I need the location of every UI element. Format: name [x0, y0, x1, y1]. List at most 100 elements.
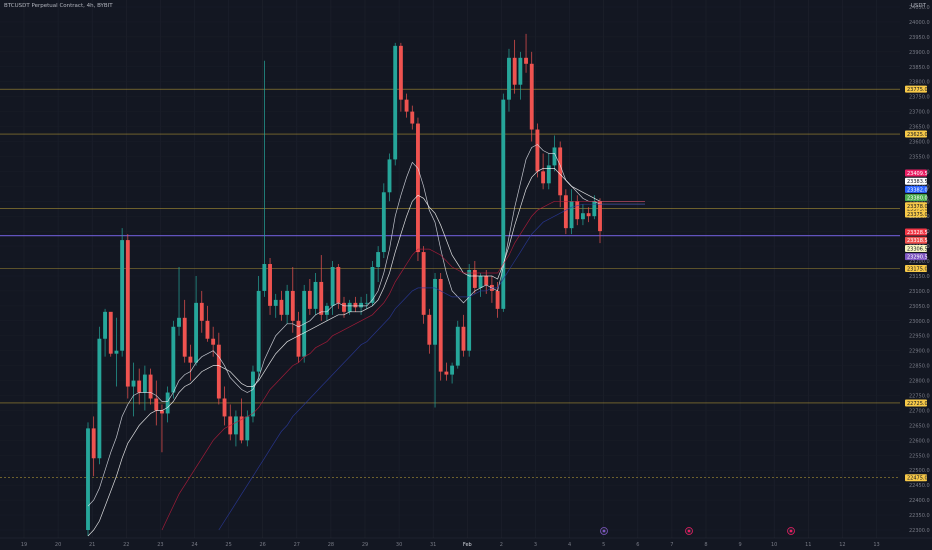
- candle-body: [256, 290, 261, 372]
- candle-body: [364, 302, 369, 304]
- candle: [103, 308, 108, 357]
- candle-body: [165, 392, 170, 414]
- currency-label: USDT: [910, 3, 926, 9]
- candle-body: [416, 123, 420, 253]
- price-tick-label: 23750.0: [909, 95, 930, 101]
- candle-body: [262, 264, 267, 291]
- candle-body: [319, 281, 324, 315]
- indicator-price-label: 23378.0: [907, 204, 928, 210]
- candle-body: [501, 99, 506, 309]
- time-tick-label: Feb: [463, 542, 472, 548]
- price-tick-label: 22500.0: [909, 468, 930, 474]
- candle-body: [313, 281, 318, 309]
- candle: [91, 416, 96, 477]
- candle-body: [359, 302, 364, 308]
- indicator-price-label: 23383.5: [907, 179, 928, 185]
- level-price-badge: [905, 399, 927, 407]
- candle-body: [467, 269, 472, 351]
- indicator-price-badge: [905, 177, 927, 185]
- candle-body: [171, 326, 176, 393]
- candle: [433, 272, 437, 408]
- candle: [387, 153, 392, 202]
- candle-body: [444, 371, 449, 375]
- candle-body: [433, 278, 437, 345]
- level-price-label: 23625.0: [907, 132, 928, 138]
- candle-body: [268, 264, 272, 306]
- candle: [313, 272, 318, 315]
- time-tick-label: 7: [670, 542, 673, 548]
- time-tick-label: 9: [739, 542, 742, 548]
- candle-body: [569, 201, 574, 229]
- candle-body: [137, 380, 142, 393]
- candle-body: [279, 299, 284, 315]
- time-tick-label: 6: [636, 542, 639, 548]
- price-tick-label: 23700.0: [909, 110, 930, 116]
- candle-body: [86, 428, 90, 530]
- time-tick-label: 5: [602, 542, 605, 548]
- candle: [142, 365, 147, 411]
- candle-body: [245, 416, 250, 441]
- candle: [319, 255, 324, 321]
- candle: [410, 105, 415, 130]
- candle: [188, 344, 193, 381]
- time-tick-label: 26: [260, 542, 266, 548]
- time-tick-label: 3: [534, 542, 537, 548]
- candle: [137, 368, 142, 405]
- moving-average-line: [87, 168, 645, 537]
- level-price-badge: [905, 130, 927, 138]
- candle: [233, 410, 238, 447]
- moving-average-line: [87, 144, 645, 507]
- candle: [125, 234, 130, 399]
- time-tick-label: 19: [21, 542, 27, 548]
- price-tick-label: 23950.0: [909, 35, 930, 41]
- level-lines: [0, 88, 900, 479]
- candle-body: [438, 278, 443, 372]
- candle-body: [484, 275, 489, 285]
- candle-body: [154, 398, 159, 411]
- candle-body: [114, 350, 119, 354]
- candle-body: [529, 63, 534, 130]
- time-tick-label: 31: [430, 542, 436, 548]
- candle-body: [285, 290, 290, 315]
- candle: [501, 93, 506, 312]
- candle: [239, 398, 244, 444]
- candle-body: [120, 240, 125, 351]
- symbol-title[interactable]: BTCUSDT Perpetual Contract, 4h, BYBIT: [4, 3, 113, 9]
- time-tick-label: 8: [704, 542, 707, 548]
- time-tick-label: 30: [396, 542, 402, 548]
- candle-body: [455, 326, 460, 366]
- time-tick-label: 23: [157, 542, 163, 548]
- economic-event-icon-dot: [687, 529, 691, 533]
- candle-body: [307, 290, 312, 309]
- time-tick-label: 27: [294, 542, 300, 548]
- candle-body: [598, 201, 602, 232]
- level-price-label: 23375.0: [907, 207, 928, 213]
- candle: [165, 386, 170, 423]
- candle-body: [427, 314, 432, 345]
- indicator-price-badge: [905, 169, 927, 177]
- candle: [472, 261, 477, 294]
- candle-body: [91, 428, 96, 459]
- candle: [575, 195, 580, 226]
- candle-body: [142, 374, 147, 393]
- price-tick-label: 23800.0: [909, 80, 930, 86]
- indicator-price-label: 23306.5: [907, 246, 928, 252]
- price-tick-label: 23900.0: [909, 50, 930, 56]
- price-tick-label: 23850.0: [909, 65, 930, 71]
- candle-body: [461, 326, 466, 351]
- candle: [586, 207, 591, 223]
- time-tick-label: 10: [771, 542, 777, 548]
- candle-body: [512, 57, 517, 85]
- candle-body: [450, 365, 455, 375]
- candle: [467, 264, 472, 357]
- candle: [381, 183, 386, 259]
- time-scale: 19 20 21 22 23 24 25 26 27 28 29 30 31 Feb 2 3 4 5 6 7 8 9 10 1…: [0, 527, 932, 548]
- candle-body: [381, 192, 386, 253]
- candle: [86, 422, 90, 536]
- price-tick-label: 22850.0: [909, 364, 930, 370]
- level-price-label: 23775.0: [907, 87, 928, 93]
- candle-body: [495, 290, 500, 309]
- indicator-price-badge: [905, 202, 927, 210]
